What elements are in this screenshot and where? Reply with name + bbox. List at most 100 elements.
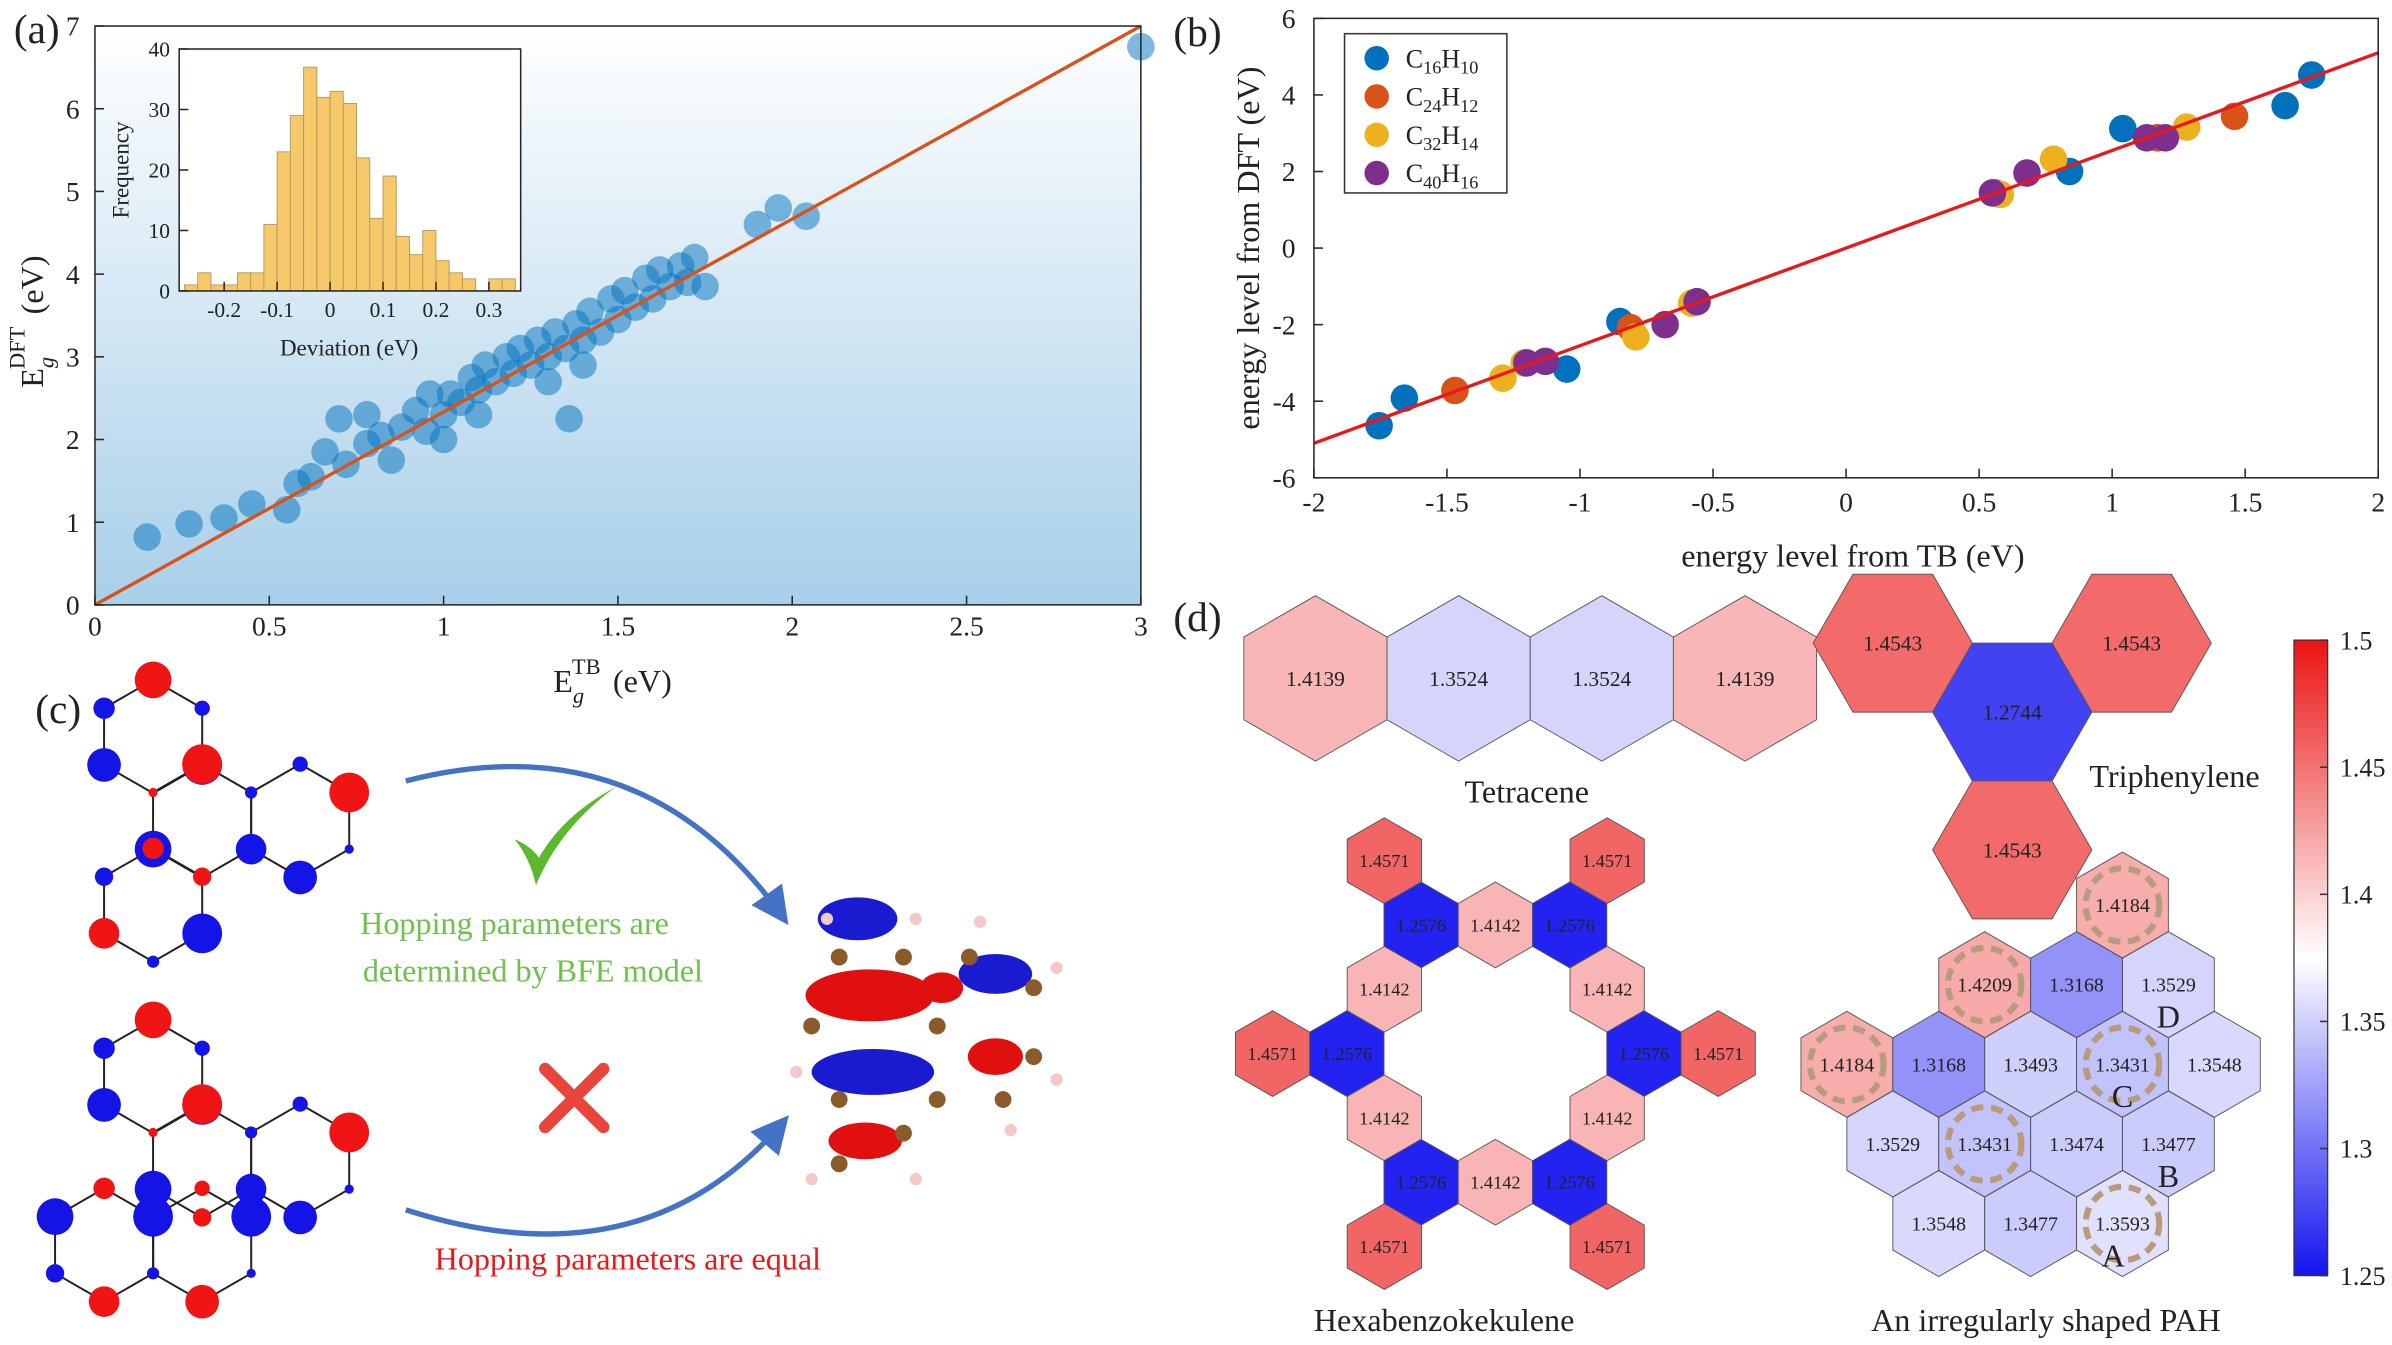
cell-value: 1.3493: [2003, 1054, 2058, 1076]
orbital-lobe: [148, 1127, 158, 1138]
cell-value: 1.4571: [1582, 1237, 1633, 1257]
orbital-lobe: [283, 860, 317, 895]
fit-line: [94, 24, 1142, 607]
cell-value: 1.4571: [1693, 1044, 1744, 1064]
data-point: [1390, 384, 1419, 412]
data-point: [2109, 114, 2137, 143]
data-point: [325, 405, 353, 433]
caption: determined by BFE model: [363, 953, 703, 989]
label-unit: (eV): [14, 255, 50, 314]
orbital-lobe: [344, 844, 354, 854]
arrow: [404, 1115, 789, 1237]
formula-part: H: [1441, 121, 1460, 150]
carbon-atom: [928, 1017, 946, 1035]
formula-part: H: [1441, 83, 1460, 112]
histogram-bar: [422, 230, 437, 292]
data-point: [569, 351, 597, 379]
orbital-lobe: [235, 1173, 267, 1205]
y-tick-label: 30: [149, 98, 170, 122]
orbital-lobe: [246, 1268, 256, 1278]
x-tick-label: 2: [785, 611, 799, 642]
x-tick-label: 2.5: [949, 611, 983, 642]
y-tick-label: 20: [149, 158, 170, 182]
axis-label: Eg TB (eV): [553, 654, 672, 708]
axis-label: Eg DFT (eV): [5, 255, 59, 387]
orbital-isosurface: [828, 1122, 902, 1160]
colorbar-label: 1.4: [2340, 881, 2373, 910]
orbital-lobe: [244, 786, 258, 799]
y-tick-label: 4: [1282, 80, 1296, 111]
x-tick-label: 1: [2105, 486, 2119, 517]
cell-value: 1.4139: [1286, 667, 1345, 691]
cell-value: 1.4543: [1983, 838, 2042, 862]
hydrogen-atom: [1050, 961, 1063, 974]
cell-value: 1.3431: [2095, 1054, 2150, 1076]
colorbar-label: 1.5: [2340, 626, 2373, 655]
histogram-bar: [435, 260, 450, 292]
orbital-lobe: [45, 1264, 65, 1283]
data-point: [2297, 61, 2326, 89]
y-tick-label: 6: [66, 93, 80, 124]
orbital-lobe: [329, 1112, 370, 1153]
cell-value: 1.4543: [2102, 632, 2161, 656]
carbon-atom: [994, 1091, 1012, 1108]
caption: Hopping parameters are: [360, 905, 669, 941]
histogram-bar: [356, 157, 371, 292]
histogram-bar: [329, 90, 344, 292]
label-subscript: g: [573, 683, 584, 708]
formula-part: 14: [1460, 134, 1478, 154]
x-tick-label: 0.5: [1962, 486, 1996, 517]
cell-value: 1.4142: [1359, 980, 1410, 1000]
data-point: [1365, 411, 1393, 440]
x-tick-label: -0.1: [260, 298, 294, 322]
legend-marker: [1364, 84, 1389, 109]
carbon-atom: [830, 1155, 848, 1173]
legend-entry: C32H14: [1406, 121, 1479, 154]
cell-value: 1.3524: [1429, 667, 1488, 691]
label-subscript: g: [34, 357, 59, 368]
formula-part: C: [1406, 44, 1423, 73]
cell-value: 1.3548: [2187, 1054, 2242, 1076]
legend-entry: C16H10: [1406, 44, 1479, 77]
orbital-lobe: [292, 1096, 308, 1112]
y-tick-label: -4: [1273, 386, 1296, 417]
carbon-atom: [830, 1091, 848, 1108]
histogram-bar: [448, 272, 463, 292]
carbon-atom: [1025, 1048, 1043, 1066]
cell-value: 1.4184: [2095, 895, 2150, 917]
orbital-isosurface: [811, 1048, 935, 1095]
x-tick-label: 1.5: [601, 611, 635, 642]
cell-value: 1.2744: [1983, 701, 2042, 725]
colorbar: [2293, 639, 2329, 1277]
legend-marker: [1364, 122, 1389, 148]
hydrogen-atom: [909, 912, 922, 925]
hex-cell: [1346, 1203, 1422, 1290]
orbital-lobe: [146, 1267, 160, 1280]
orbital-lobe: [193, 867, 212, 886]
site-tag: C: [2112, 1078, 2133, 1114]
data-point: [2151, 124, 2180, 152]
cell-value: 1.4571: [1359, 851, 1410, 871]
cell-value: 1.3593: [2095, 1214, 2150, 1236]
cell-value: 1.4142: [1470, 1173, 1521, 1193]
hydrogen-atom: [1050, 1073, 1063, 1086]
histogram-bar: [276, 151, 291, 292]
site-marker: [2082, 1024, 2163, 1105]
cell-value: 1.3524: [1572, 667, 1631, 691]
orbital-lobe: [134, 1170, 172, 1208]
x-tick-label: 0: [1839, 486, 1853, 517]
orbital-lobe: [36, 1198, 74, 1236]
hex-cell: [1569, 1203, 1645, 1290]
cell-value: 1.4571: [1582, 851, 1633, 871]
orbital-lobe: [87, 1088, 121, 1122]
hex-cell: [1680, 1010, 1756, 1097]
axis-label: Deviation (eV): [280, 335, 418, 360]
data-point: [680, 243, 709, 272]
x-tick-label: -0.2: [207, 298, 241, 322]
hydrogen-atom: [973, 915, 987, 929]
orbital-lobe: [94, 867, 114, 886]
orbital-lobe: [182, 744, 223, 785]
formula-part: C: [1406, 83, 1423, 112]
